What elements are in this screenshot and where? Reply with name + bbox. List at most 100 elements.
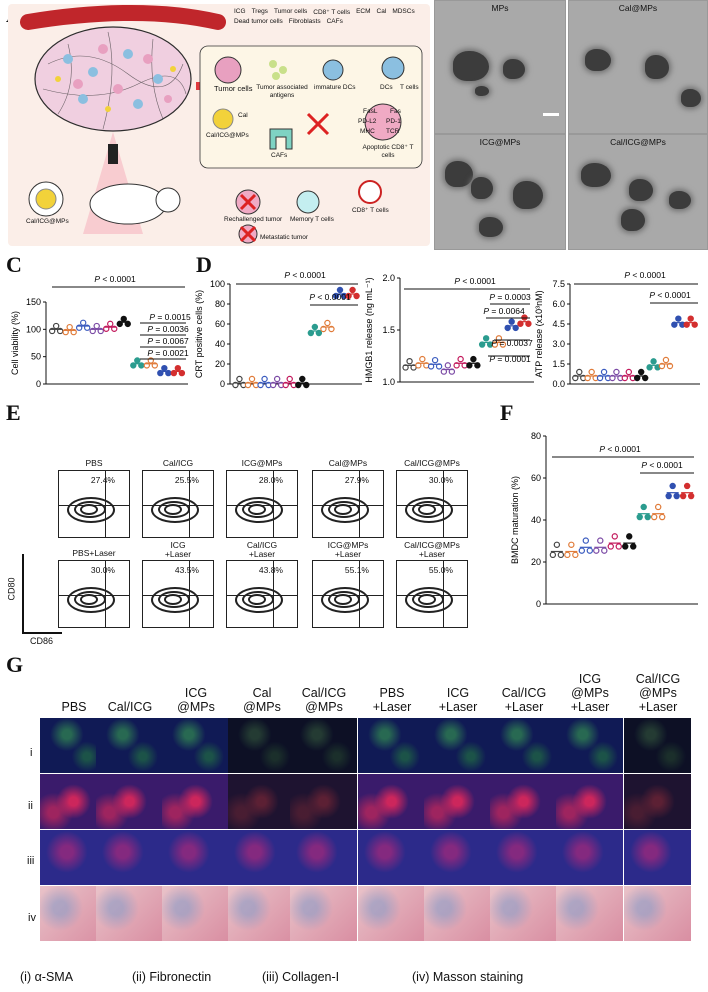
chart-d-hmgb1: 1.0 1.5 2.0 HMGB1 release (ng mL⁻¹) P < 0.00… [364,273,534,387]
micrograph-cell [228,774,295,829]
tem-title: Cal/ICG@MPs [610,137,666,147]
row-label-iv: iv [28,912,36,924]
row-label-ii: ii [28,800,33,812]
y-tick-label: 20 [531,557,541,567]
schematic-svg [20,4,423,244]
data-point [637,368,645,376]
y-tick-label: 1.0 [382,377,395,387]
flow-title: Cal/ICG +Laser [246,540,278,559]
cd-charts: 0 50 100 150 Cell viability (%) P < 0.0001 P =… [10,270,700,389]
data-point [578,547,586,554]
g-legend-masson: (iv) Masson staining [412,970,524,984]
flow-title: ICG +Laser [164,540,192,559]
p-value: P < 0.0001 [284,270,326,280]
y-tick-label: 150 [26,297,41,307]
g-legend-asma: (i) α-SMA [20,970,74,984]
data-point [320,325,327,333]
legend-fibroblasts: Fibroblasts [288,18,321,25]
flow-plot-top: Cal@MPs 27.9% [312,459,384,538]
p-value: P = 0.0064 [483,306,525,316]
flow-plot-bottom: ICG +Laser 43.5% [142,541,214,628]
p-value: P < 0.0001 [454,276,496,286]
label-cafs: CAFs [271,152,288,159]
data-point [572,551,579,559]
data-point [662,356,670,364]
y-tick-label: 20 [215,359,225,369]
p-value: P < 0.0001 [624,270,666,280]
g-column-header: ICG @MPs +Laser [570,672,610,714]
micrograph-cell [424,718,491,773]
label-apoptotic: Apoptotic CD8⁺ T cells [362,144,414,159]
g-column-header: Cal/ICG +Laser [501,686,547,714]
cd86-axis [22,632,62,634]
flow-title: ICG@MPs [241,458,283,468]
flow-percent: 27.4% [90,475,115,485]
g-column-header: ICG @MPs [177,686,215,714]
flow-title: Cal/ICG [162,458,194,468]
data-point [244,381,252,389]
micrograph-cell [424,830,491,885]
tem-cal-mps: Cal@MPs [568,0,708,134]
micrograph-cell [358,718,425,773]
cd80-axis [22,554,24,634]
y-tick-label: 100 [210,279,225,289]
data-point [609,374,616,382]
micrograph-cell [490,830,557,885]
data-point [120,315,127,323]
data-point [66,323,73,331]
p-value: P < 0.0001 [641,460,683,470]
row-label-i: i [30,747,33,759]
data-point [257,381,264,389]
data-point [630,543,637,550]
cd86-label: CD86 [30,636,54,646]
flow-percent: 28.0% [258,475,283,485]
micrograph-cell [624,774,691,829]
g-legend-fibronectin: (ii) Fibronectin [132,970,212,984]
legend-cd8: CD8⁺ T cells [313,9,351,16]
data-point [679,492,687,500]
flow-plot-top: ICG@MPs 28.0% [226,459,298,538]
data-point [161,364,168,372]
data-point [584,374,591,382]
legend-ecm: ECM [356,8,371,15]
g-column-header: Cal/ICG @MPs [301,686,347,714]
flow-percent: 43.5% [174,565,199,575]
schematic-legend: ICG Tregs Tumor cells CD8⁺ T cells ECM C… [234,8,430,25]
flow-percent: 30.0% [90,565,115,575]
flow-plot-top: Cal/ICG@MPs 30.0% [396,459,468,538]
flow-plot-bottom: Cal/ICG +Laser 43.8% [226,541,298,628]
label-metastatic: Metastatic tumor [260,234,309,241]
data-point [633,374,641,382]
label-mouse-particle: Cal/ICG@MPs [26,218,69,225]
y-tick-label: 0.0 [552,379,565,389]
data-point [564,551,571,559]
micrograph-cell [96,718,163,773]
data-point [596,374,604,382]
data-point [349,286,356,294]
micrograph-cell [40,774,107,829]
label-dcs: DCs [380,84,393,91]
data-point [675,315,682,322]
y-tick-label: 80 [215,299,225,309]
data-point [282,381,289,389]
micrograph-cell [290,886,357,941]
p-value: P = 0.0037 [491,338,533,348]
y-axis-label: CRT positive cells (%) [194,290,204,378]
label-tumor-antigens: Tumor associated antigens [256,84,308,99]
data-point [232,381,239,389]
data-point [636,513,643,521]
flow-percent: 27.9% [344,475,369,485]
data-point [269,381,277,389]
g-column-header: Cal/ICG [107,700,153,714]
data-point [303,381,310,389]
legend-dead: Dead tumor cells [234,18,283,25]
tem-mps: MPs [434,0,566,134]
tem-title: Cal@MPs [618,3,658,13]
data-point [597,537,604,544]
y-tick-label: 0 [536,599,541,609]
data-point [557,551,565,559]
data-point [625,368,633,376]
g-column-header: PBS +Laser [372,686,412,714]
y-axis-label: HMGB1 release (ng mL⁻¹) [364,277,374,382]
label-cal: Cal [238,112,248,119]
